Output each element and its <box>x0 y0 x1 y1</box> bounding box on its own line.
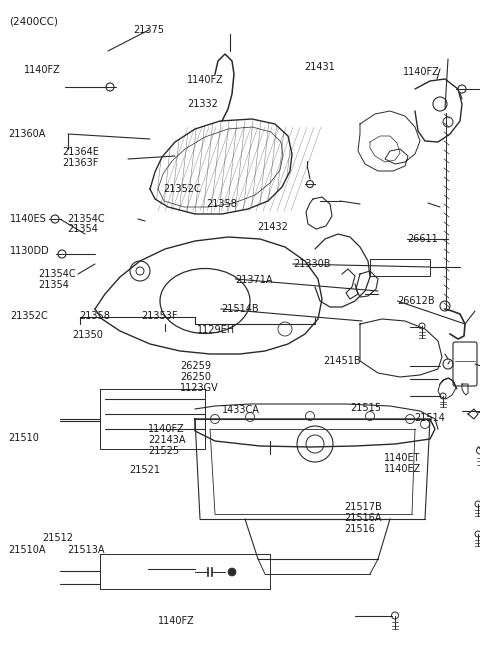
Text: 21521: 21521 <box>130 466 161 475</box>
Text: 1123GV: 1123GV <box>180 383 219 393</box>
Text: 21353F: 21353F <box>142 312 178 321</box>
Text: 1140FZ: 1140FZ <box>158 616 195 626</box>
Text: 1140FZ: 1140FZ <box>187 76 224 85</box>
Text: 21516: 21516 <box>345 524 375 533</box>
Text: 21354: 21354 <box>38 280 69 290</box>
Text: 26259: 26259 <box>180 361 211 371</box>
Text: 1140ET: 1140ET <box>384 454 420 463</box>
Text: 21431: 21431 <box>304 62 335 72</box>
Text: 21510: 21510 <box>9 434 39 443</box>
Circle shape <box>420 419 430 429</box>
Text: 26611: 26611 <box>407 234 438 244</box>
Text: 21352C: 21352C <box>11 312 48 321</box>
Text: 22143A: 22143A <box>148 436 185 445</box>
Text: 1140ES: 1140ES <box>10 214 47 223</box>
Text: 21358: 21358 <box>79 312 110 321</box>
Text: 21363F: 21363F <box>62 158 99 167</box>
Circle shape <box>406 415 415 423</box>
Text: 1140FZ: 1140FZ <box>24 66 61 75</box>
Text: 1140FZ: 1140FZ <box>403 67 440 76</box>
Text: 1433CA: 1433CA <box>222 405 260 415</box>
Text: 21510A: 21510A <box>9 545 46 555</box>
Text: 26250: 26250 <box>180 372 211 381</box>
Text: 21375: 21375 <box>133 25 164 35</box>
Text: (2400CC): (2400CC) <box>10 17 59 26</box>
Circle shape <box>305 411 314 421</box>
Text: 1140EZ: 1140EZ <box>384 464 421 474</box>
Text: 21371A: 21371A <box>235 275 273 284</box>
Text: 21517B: 21517B <box>345 502 383 512</box>
Text: 21512: 21512 <box>42 533 73 543</box>
Text: 21514B: 21514B <box>221 304 258 314</box>
Text: 1140FZ: 1140FZ <box>148 425 185 434</box>
Text: 21451B: 21451B <box>323 356 360 365</box>
Text: 21516A: 21516A <box>345 513 382 522</box>
Circle shape <box>228 568 236 576</box>
Text: 21354: 21354 <box>67 224 98 233</box>
Text: 21350: 21350 <box>72 330 103 339</box>
Text: 21513A: 21513A <box>67 545 105 555</box>
Text: 21364E: 21364E <box>62 147 99 157</box>
Text: 21330B: 21330B <box>293 260 330 269</box>
Circle shape <box>365 411 374 421</box>
Text: 21354C: 21354C <box>67 214 105 223</box>
Text: 21432: 21432 <box>257 222 288 231</box>
Text: 21515: 21515 <box>350 403 382 413</box>
Text: 1130DD: 1130DD <box>10 246 49 256</box>
Text: 21360A: 21360A <box>9 129 46 138</box>
Text: 1129EH: 1129EH <box>197 325 235 334</box>
Text: 21514: 21514 <box>414 413 444 423</box>
Text: 26612B: 26612B <box>397 296 435 306</box>
Text: 21354C: 21354C <box>38 270 76 279</box>
Text: 21352C: 21352C <box>163 184 201 193</box>
Text: 21525: 21525 <box>148 446 179 456</box>
Text: 21332: 21332 <box>187 99 218 108</box>
Text: 21358: 21358 <box>206 199 237 209</box>
Circle shape <box>211 415 219 423</box>
Circle shape <box>245 413 254 421</box>
